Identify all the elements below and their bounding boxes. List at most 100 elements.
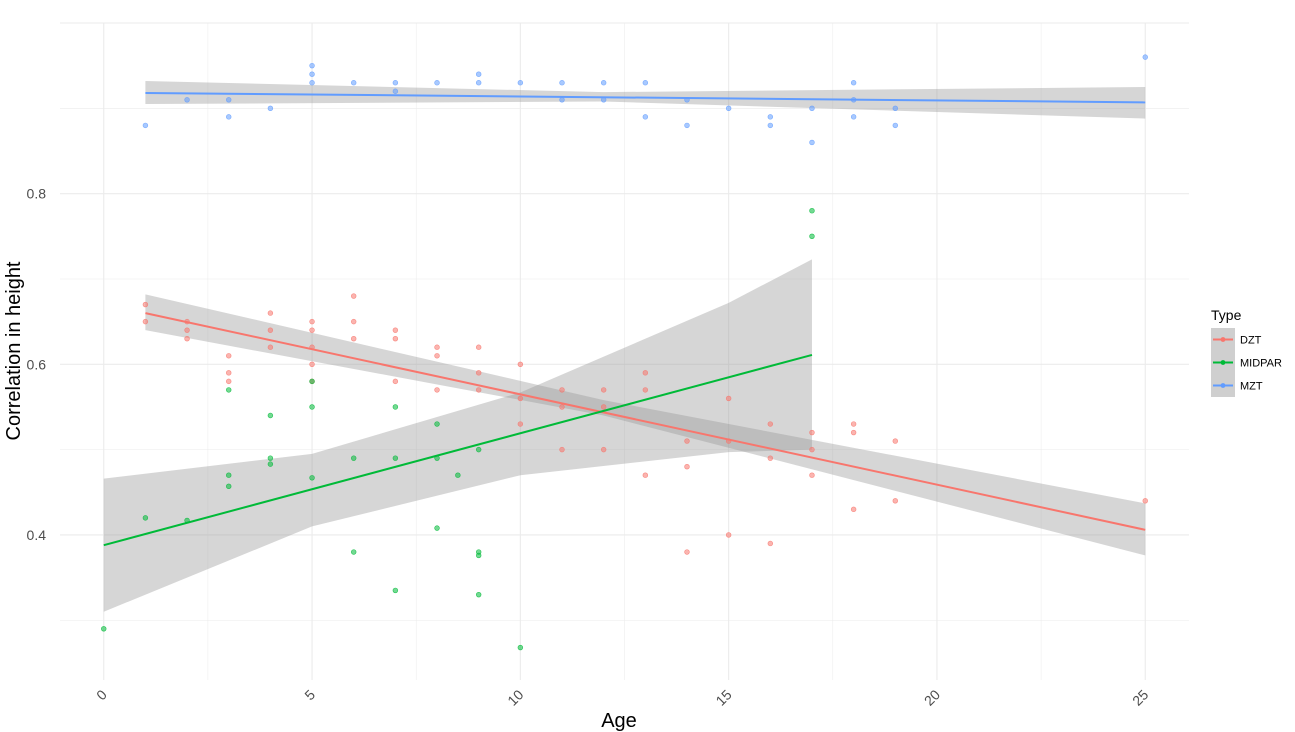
x-tick-label: 20 <box>921 686 943 708</box>
data-point-midpar <box>392 455 399 461</box>
data-point-dzt <box>892 438 898 444</box>
data-point-mzt <box>559 80 565 86</box>
data-point-midpar <box>309 378 315 385</box>
data-point-dzt <box>475 387 482 393</box>
data-point-midpar <box>455 472 461 478</box>
legend: Type DZT MIDPAR MZT <box>1211 307 1282 397</box>
data-point-dzt <box>226 378 232 385</box>
data-point-dzt <box>392 378 399 385</box>
data-point-midpar <box>226 472 232 478</box>
legend-key-point <box>1220 337 1226 342</box>
data-point-dzt <box>767 421 774 427</box>
legend-entry-mzt: MZT <box>1211 374 1263 397</box>
data-point-mzt <box>850 80 857 86</box>
data-point-dzt <box>850 429 857 436</box>
legend-label-dzt: DZT <box>1240 335 1262 347</box>
confidence-band-dzt <box>145 294 1146 556</box>
data-point-dzt <box>309 327 315 333</box>
data-point-dzt <box>309 318 315 325</box>
data-point-midpar <box>142 515 149 521</box>
legend-entry-dzt: DZT <box>1211 328 1262 351</box>
data-point-dzt <box>725 395 732 402</box>
data-point-dzt <box>226 370 232 376</box>
data-point-dzt <box>267 310 274 316</box>
data-point-mzt <box>184 97 190 103</box>
data-point-dzt <box>351 336 357 342</box>
data-point-dzt <box>850 506 857 513</box>
confidence-band-mzt <box>145 81 1146 119</box>
data-point-mzt <box>309 71 315 77</box>
data-point-midpar <box>517 644 524 651</box>
data-point-mzt <box>1142 54 1148 60</box>
data-point-dzt <box>767 455 774 461</box>
grid-lines <box>60 22 1189 680</box>
data-point-dzt <box>767 540 774 547</box>
confidence-band-midpar <box>103 259 812 612</box>
data-point-dzt <box>600 404 607 410</box>
data-point-dzt <box>892 498 898 504</box>
data-point-dzt <box>600 387 607 393</box>
data-point-dzt <box>809 446 815 453</box>
y-tick-label: 0.4 <box>27 527 47 543</box>
data-point-dzt <box>559 387 565 393</box>
data-point-mzt <box>226 114 232 120</box>
data-point-dzt <box>309 361 315 367</box>
data-point-midpar <box>475 552 482 559</box>
legend-title: Type <box>1211 307 1242 323</box>
data-point-mzt <box>809 139 815 146</box>
data-point-mzt <box>267 105 274 112</box>
data-point-midpar <box>309 475 315 481</box>
data-point-dzt <box>142 301 149 308</box>
data-point-dzt <box>725 532 732 538</box>
x-axis-title: Age <box>601 710 637 732</box>
data-point-midpar <box>226 483 232 490</box>
data-point-midpar <box>101 626 107 632</box>
data-point-dzt <box>434 387 440 393</box>
data-point-midpar <box>309 404 315 410</box>
y-tick-label: 0.8 <box>27 186 47 202</box>
data-point-dzt <box>392 336 399 342</box>
data-point-mzt <box>892 122 898 129</box>
data-point-mzt <box>642 114 649 120</box>
y-axis-title: Correlation in height <box>3 261 25 440</box>
data-point-mzt <box>850 114 857 120</box>
data-point-dzt <box>267 344 274 350</box>
x-tick-label: 10 <box>504 686 526 708</box>
legend-label-midpar: MIDPAR <box>1240 358 1282 370</box>
data-point-mzt <box>517 80 524 86</box>
x-tick-label: 5 <box>301 686 318 703</box>
x-tick-label: 0 <box>93 686 110 703</box>
data-point-dzt <box>517 395 524 402</box>
data-point-dzt <box>559 404 565 410</box>
data-point-dzt <box>1142 498 1148 504</box>
data-point-dzt <box>226 353 232 359</box>
data-point-midpar <box>392 587 399 594</box>
data-point-midpar <box>434 525 440 531</box>
data-point-mzt <box>684 122 690 129</box>
data-point-mzt <box>475 71 482 77</box>
data-point-mzt <box>767 122 774 129</box>
trend-line-midpar <box>103 353 813 547</box>
data-point-dzt <box>434 344 440 350</box>
y-tick-label: 0.6 <box>27 356 47 372</box>
data-point-dzt <box>559 446 565 453</box>
data-point-midpar <box>267 412 274 419</box>
data-point-dzt <box>434 353 440 359</box>
data-point-dzt <box>850 421 857 427</box>
data-point-dzt <box>600 446 607 453</box>
data-point-dzt <box>642 387 649 393</box>
data-point-midpar <box>434 421 440 427</box>
data-point-midpar <box>475 446 482 453</box>
data-point-midpar <box>351 549 357 555</box>
data-point-mzt <box>392 88 399 94</box>
data-point-dzt <box>642 370 649 376</box>
x-tick-label: 15 <box>712 686 734 708</box>
data-point-dzt <box>351 293 357 299</box>
data-point-dzt <box>642 472 649 478</box>
x-tick-label: 25 <box>1129 686 1151 708</box>
data-point-dzt <box>517 361 524 367</box>
data-point-dzt <box>184 327 190 333</box>
data-point-dzt <box>392 327 399 333</box>
data-point-midpar <box>267 455 274 461</box>
